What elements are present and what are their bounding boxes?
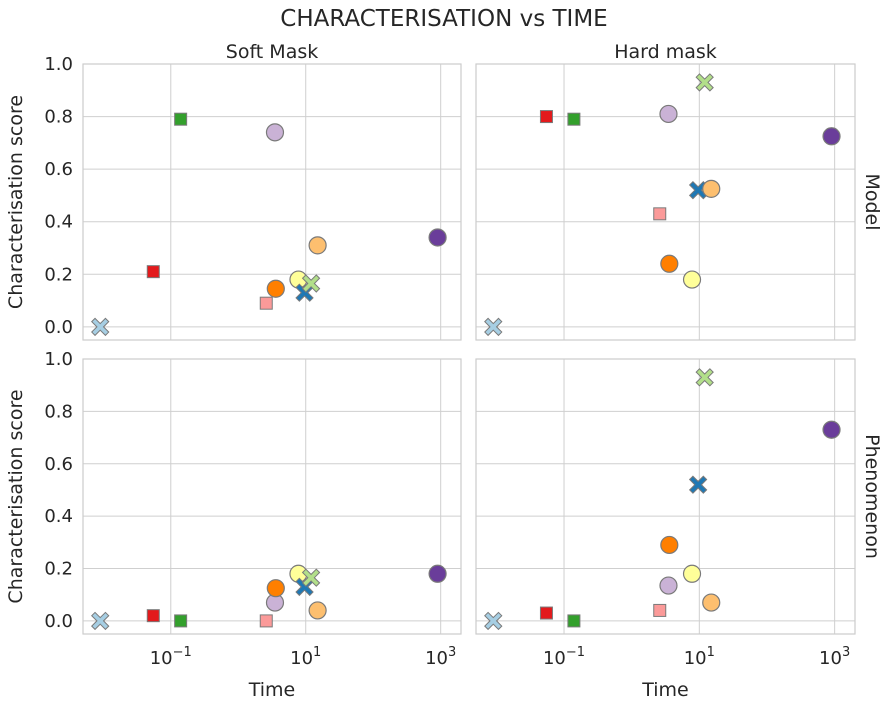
x-axis-label: Time [641,679,689,701]
panel-frame [82,358,462,635]
y-tick-label: 0.6 [44,159,73,180]
panel-model-soft-mask: 0.0 0.2 0.4 0.6 0.8 1.0 Characterisation score… [5,41,462,341]
x-tick-label: 103 [819,645,850,669]
data-point-x [695,73,714,92]
data-point-circle [428,564,447,583]
data-point-square [174,112,188,126]
row-label: Model [861,173,883,230]
panel-frame [475,358,856,635]
data-point-circle [265,123,285,142]
y-tick-label: 1.0 [44,349,73,370]
y-axis-label: Characterisation score [5,389,27,603]
data-point-x [688,475,708,494]
data-point-square [653,603,667,617]
y-tick-label: 0.4 [44,506,73,527]
y-tick-label: 0.6 [44,454,73,475]
panel-frame [82,63,462,341]
data-point-square [539,110,553,124]
y-tick-label: 0.2 [44,559,73,580]
data-point-circle [682,564,702,583]
data-point-x [301,274,321,293]
data-point-circle [702,179,721,198]
data-point-circle [822,127,841,146]
data-point-x [91,611,110,631]
panel-phenomenon-hard-mask: Phenomenon 10−1 101 103 Time [475,358,883,701]
data-point-circle [659,104,678,124]
y-tick-label: 1.0 [44,54,73,75]
panel-phenomenon-soft-mask: 0.0 0.2 0.4 0.6 0.8 1.0 Characterisation score… [5,349,462,701]
data-point-circle [822,420,841,439]
x-tick-label: 101 [290,645,321,669]
x-axis-label: Time [248,679,296,701]
y-tick-label: 0.2 [44,264,73,285]
data-point-square [259,296,273,310]
y-tick-label: 0.4 [44,212,73,233]
data-point-circle [702,593,721,612]
data-point-circle [428,228,447,247]
data-point-square [146,609,160,623]
data-point-square [567,614,581,628]
panels-group: 0.0 0.2 0.4 0.6 0.8 1.0 Characterisation score… [5,41,883,701]
data-point-x [484,317,503,337]
data-point-circle [660,254,679,273]
data-point-circle [660,535,679,555]
data-point-square [567,112,581,126]
data-point-square [174,614,188,628]
data-point-circle [266,279,285,298]
y-tick-label: 0.0 [44,317,73,338]
data-point-square [539,606,553,620]
data-point-x [91,317,110,337]
y-axis-label: Characterisation score [5,95,27,309]
data-point-x [695,368,714,387]
x-tick-label: 101 [684,645,715,669]
data-point-circle [682,270,702,289]
x-tick-label: 10−1 [150,645,192,669]
data-point-circle [266,579,285,598]
data-point-x [484,611,503,631]
y-tick-label: 0.0 [44,611,73,632]
column-title: Hard mask [614,41,717,63]
data-point-circle [308,601,327,620]
data-point-circle [308,236,327,255]
y-tick-label: 0.8 [44,401,73,422]
data-point-x [301,568,321,587]
x-tick-label: 103 [425,645,456,669]
x-tick-label: 10−1 [543,645,585,669]
y-tick-label: 0.8 [44,107,73,128]
column-title: Soft Mask [226,41,318,63]
panel-frame [475,63,856,341]
data-point-circle [659,576,678,595]
row-label: Phenomenon [861,434,883,559]
data-point-square [653,207,667,221]
data-point-square [146,265,160,279]
data-point-square [259,614,273,628]
chart-title: CHARACTERISATION vs TIME [280,6,607,32]
panel-model-hard-mask: Hard mask Model [475,41,883,341]
